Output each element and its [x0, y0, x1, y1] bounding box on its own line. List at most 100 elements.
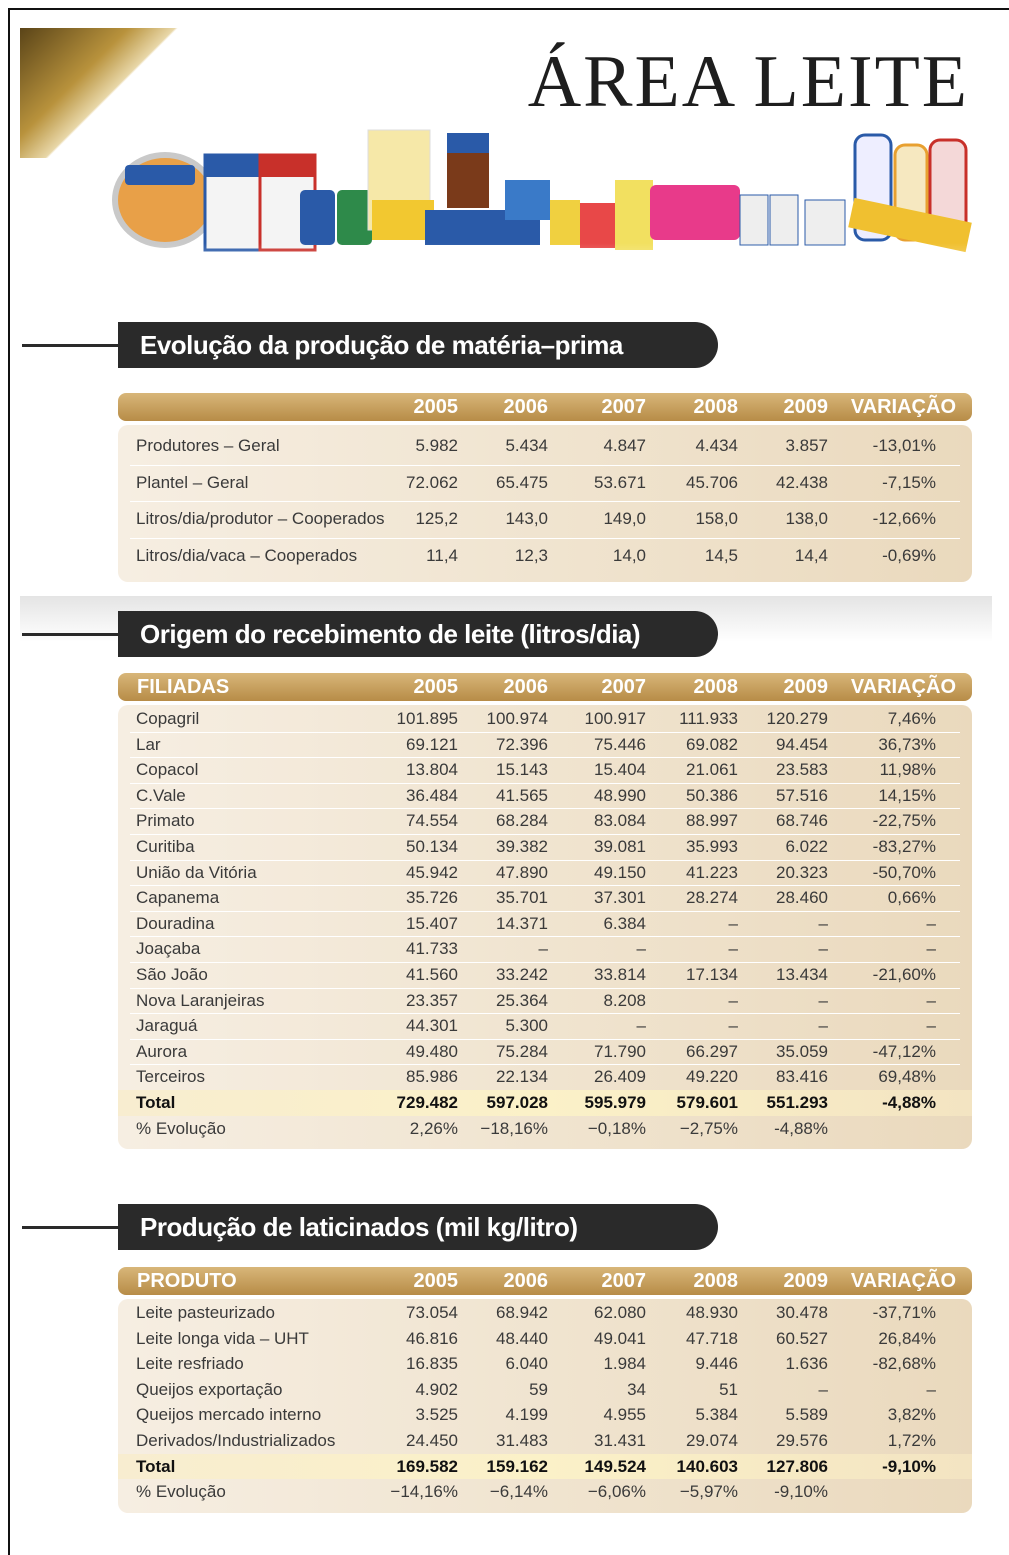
cell-value: 3.857 [785, 436, 828, 455]
row-label: Litros/dia/vaca – Cooperados [136, 545, 358, 565]
column-header: 2009 [783, 676, 829, 698]
total-band [118, 1453, 972, 1480]
cell-value: 28.460 [776, 888, 828, 908]
cell-value: 37.301 [594, 888, 646, 908]
cell-value: – [818, 913, 828, 933]
cell-value: 49.220 [686, 1067, 738, 1087]
cell-value: 3,82% [887, 1405, 936, 1425]
cell-value: 29.576 [776, 1431, 828, 1450]
cell-value: 69.082 [686, 734, 738, 754]
cell-value: 149.524 [584, 1456, 646, 1476]
cell-value: 41.223 [686, 862, 738, 882]
cell-value: -50,70% [872, 862, 936, 882]
row-label: Curitiba [136, 837, 195, 856]
cell-value: 127.806 [766, 1456, 828, 1476]
cell-value: 11,98% [879, 760, 936, 780]
cell-value: -37,71% [872, 1303, 936, 1322]
cell-value: 140.603 [676, 1456, 738, 1476]
cell-value: 0,66% [887, 888, 936, 908]
cell-value: – [636, 939, 646, 959]
cell-value: 83.084 [594, 811, 646, 831]
cell-value: 12,3 [514, 545, 548, 565]
cell-value: -12,66% [872, 509, 936, 528]
cell-value: 31.431 [594, 1431, 646, 1450]
cell-value: 579.601 [676, 1093, 738, 1112]
cell-value: 35.726 [406, 888, 458, 908]
cell-value: – [728, 1016, 738, 1036]
table-header [118, 1267, 972, 1295]
row-label: Plantel – Geral [136, 472, 249, 492]
cell-value: 16.835 [406, 1354, 458, 1374]
cell-value: 29.074 [686, 1431, 738, 1450]
row-label: Leite pasteurizado [136, 1303, 275, 1322]
cell-value: 4.955 [603, 1405, 646, 1425]
cell-value: 159.162 [486, 1456, 548, 1476]
cell-value: 1.984 [603, 1354, 646, 1374]
row-label: Copacol [136, 760, 199, 780]
cell-value: 53.671 [594, 472, 646, 492]
cell-value: 7,46% [887, 709, 936, 728]
column-header: 2009 [783, 1270, 829, 1292]
column-header: 2006 [503, 676, 549, 698]
row-label: São João [136, 965, 208, 984]
row-label: Lar [136, 734, 161, 754]
cell-value: 66.297 [686, 1041, 738, 1061]
cell-value: 74.554 [406, 811, 458, 831]
cell-value: – [926, 990, 936, 1010]
cell-value: – [728, 913, 738, 933]
row-label: Primato [136, 811, 195, 831]
cell-value: 33.242 [496, 965, 548, 984]
cell-value: 14,15% [878, 785, 936, 805]
cell-value: 68.284 [496, 811, 548, 831]
page-title: ÁREA LEITE [527, 41, 969, 123]
row-separator [130, 987, 960, 989]
cell-value: 14,5 [704, 545, 738, 565]
cell-value: – [818, 1379, 828, 1399]
cell-value: 48.990 [594, 785, 646, 805]
cell-value: 35.701 [496, 888, 548, 908]
cell-value: 45.942 [406, 862, 458, 882]
cell-value: 46.816 [406, 1328, 458, 1348]
row-separator [130, 1013, 960, 1015]
cell-value: −18,16% [480, 1118, 548, 1138]
cell-value: −6,06% [587, 1482, 646, 1502]
row-label: Leite longa vida – UHT [136, 1328, 309, 1348]
cell-value: 13.804 [406, 760, 458, 780]
cell-value: 49.041 [594, 1328, 646, 1348]
cell-value: -9,10% [882, 1456, 936, 1476]
cell-value: -21,60% [872, 965, 936, 984]
cell-value: 47.890 [496, 862, 548, 882]
cell-value: 50.386 [686, 785, 738, 805]
cell-value: – [926, 1016, 936, 1036]
cell-value: 41.733 [406, 939, 458, 959]
cell-value: 68.746 [776, 811, 828, 831]
cell-value: 39.081 [594, 837, 646, 856]
cell-value: 88.997 [686, 811, 738, 831]
table-header [118, 673, 972, 701]
cell-value: 597.028 [486, 1093, 548, 1112]
row-label: Aurora [136, 1041, 188, 1061]
cell-value: – [926, 1379, 936, 1399]
row-label: Derivados/Industrializados [136, 1431, 336, 1450]
cell-value: 169.582 [396, 1456, 458, 1476]
cell-value: -9,10% [774, 1482, 828, 1502]
row-separator [130, 782, 960, 784]
cell-value: 11,4 [426, 545, 458, 565]
cell-value: 68.942 [496, 1303, 548, 1322]
cell-value: 4.847 [603, 436, 646, 455]
cell-value: 94.454 [776, 734, 828, 754]
cell-value: 69.121 [406, 734, 458, 754]
row-separator [130, 910, 960, 912]
heading-rule [22, 344, 122, 347]
row-separator [130, 537, 960, 539]
column-header: 2007 [601, 676, 647, 698]
row-label: Total [136, 1093, 176, 1112]
cell-value: 71.790 [594, 1041, 646, 1061]
cell-value: 5.434 [505, 436, 548, 455]
cell-value: -4,88% [882, 1093, 936, 1112]
cell-value: 62.080 [594, 1303, 646, 1322]
row-label: Produtores – Geral [136, 436, 280, 455]
column-header: 2007 [601, 396, 647, 418]
cell-value: 595.979 [584, 1093, 646, 1112]
cell-value: 41.565 [496, 785, 548, 805]
